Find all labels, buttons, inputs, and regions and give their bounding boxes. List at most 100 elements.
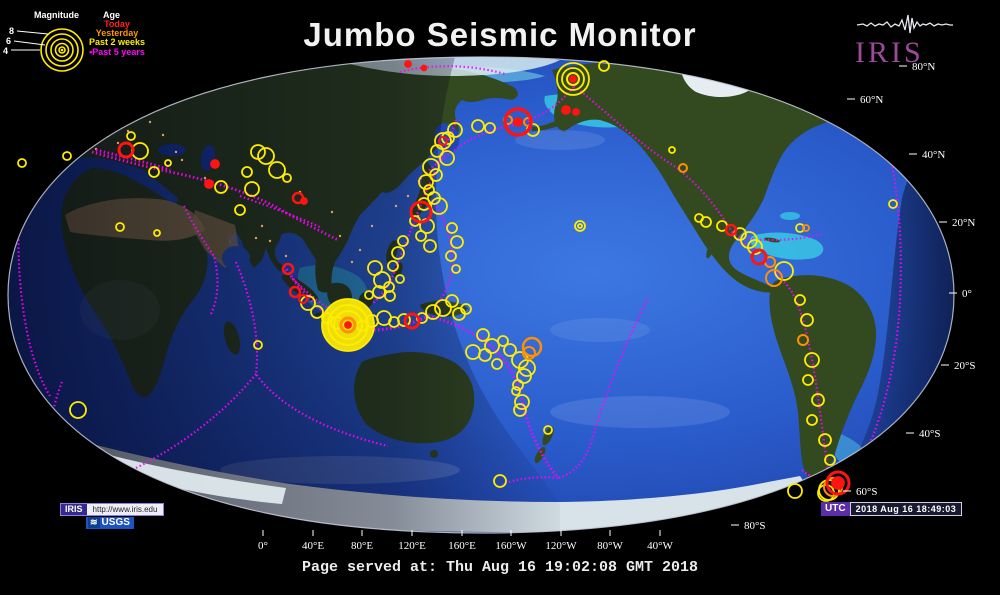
iceland	[44, 88, 56, 96]
quake-marker	[831, 476, 845, 490]
quake-marker	[298, 294, 308, 304]
quake-marker	[513, 117, 523, 127]
iris-logo[interactable]: IRIS	[855, 13, 965, 69]
quake-marker	[569, 75, 577, 83]
lon-label: 120°W	[545, 540, 577, 552]
quake-marker	[516, 368, 532, 384]
quake-marker	[253, 340, 263, 350]
lat-label: 20°S	[954, 360, 976, 372]
quake-marker	[430, 197, 448, 215]
quake-marker	[566, 72, 580, 86]
quake-marker	[512, 379, 524, 391]
quake-marker	[561, 67, 585, 91]
quake-marker	[384, 290, 396, 302]
iris-logo-text: IRIS	[855, 36, 924, 69]
iris-link-bar[interactable]: IRIS http://www.iris.edu	[60, 503, 165, 516]
age-label: Age	[103, 10, 121, 20]
quake-marker	[484, 122, 496, 134]
quake-marker	[476, 328, 490, 342]
age-item-past2weeks: Past 2 weeks	[88, 37, 146, 48]
quake-marker	[397, 235, 409, 247]
usgs-label: USGS	[101, 517, 130, 528]
lat-label: 60°S	[856, 486, 878, 498]
quake-marker	[420, 64, 428, 72]
magnitude-tick-8: 8	[9, 26, 15, 36]
quake-marker	[724, 223, 738, 237]
quake-marker	[257, 147, 275, 165]
quake-marker	[434, 299, 452, 317]
age-legend: Today Yesterday Past 2 weeks •Past 5 yea…	[76, 19, 158, 57]
quake-marker	[765, 269, 783, 287]
legend: Magnitude Age 8 6 4 Today Yesterday Past…	[0, 0, 170, 80]
quake-marker	[282, 173, 292, 183]
quake-marker	[802, 224, 810, 232]
quake-marker	[310, 305, 324, 319]
quake-marker	[404, 60, 412, 68]
iris-url[interactable]: http://www.iris.edu	[86, 504, 164, 515]
lat-label: 80°S	[744, 520, 766, 532]
quake-marker	[364, 290, 374, 300]
lon-label: 80°W	[597, 540, 623, 552]
quake-marker	[493, 474, 507, 488]
quake-marker	[409, 200, 433, 224]
quake-marker	[513, 403, 527, 417]
quake-marker	[397, 313, 411, 327]
quake-marker	[153, 229, 161, 237]
quake-marker	[214, 180, 228, 194]
quake-marker	[787, 483, 803, 499]
age-item-past5years: •Past 5 years	[89, 46, 145, 57]
quake-marker	[700, 216, 712, 228]
quake-marker	[126, 131, 136, 141]
lat-label: 20°N	[952, 217, 975, 229]
quake-marker	[445, 250, 457, 262]
usgs-badge[interactable]: ≋ USGS	[86, 517, 134, 529]
quake-marker	[69, 401, 87, 419]
quake-marker	[403, 312, 421, 330]
quake-marker	[418, 174, 434, 190]
quake-marker	[794, 294, 806, 306]
quake-marker	[430, 144, 444, 158]
quake-marker	[148, 166, 160, 178]
quake-marker	[572, 108, 580, 116]
quake-marker	[268, 161, 286, 179]
seismogram-icon	[856, 14, 953, 34]
lon-label: 120°E	[398, 540, 426, 552]
quake-marker	[438, 136, 448, 146]
lon-label: 160°E	[448, 540, 476, 552]
quake-marker	[422, 158, 440, 176]
quake-marker	[300, 197, 308, 205]
age-item-today: Today	[104, 19, 130, 29]
quake-marker	[356, 320, 368, 332]
quake-marker	[62, 151, 72, 161]
utc-clock: UTC 2018 Aug 16 18:49:03	[821, 502, 963, 516]
quake-marker	[425, 304, 441, 320]
quake-marker	[503, 107, 533, 137]
quake-marker	[164, 159, 172, 167]
usgs-wave-icon: ≋	[88, 517, 100, 528]
quake-marker	[204, 179, 214, 189]
magnitude-tick-4: 4	[3, 46, 9, 56]
quake-marker	[747, 239, 763, 255]
quake-marker	[446, 222, 458, 234]
page-title: Jumbo Seismic Monitor	[303, 16, 697, 53]
new-zealand	[542, 426, 554, 446]
quake-marker	[497, 335, 509, 347]
quake-marker	[518, 359, 536, 377]
quake-marker	[333, 310, 363, 340]
quake-marker	[678, 163, 688, 173]
magnitude-label: Magnitude	[34, 10, 79, 20]
quake-layer	[17, 60, 898, 502]
quake-marker	[395, 274, 405, 284]
quake-marker	[800, 313, 814, 327]
quake-marker	[460, 303, 472, 315]
quake-marker	[750, 248, 768, 266]
lat-label: 40°S	[919, 428, 941, 440]
north-america	[552, 60, 846, 293]
quake-marker	[451, 264, 461, 274]
quake-marker	[234, 204, 246, 216]
quake-marker	[577, 223, 583, 229]
quake-marker	[514, 394, 530, 410]
quake-marker	[503, 343, 517, 357]
quake-marker	[465, 344, 481, 360]
quake-marker	[372, 285, 386, 299]
